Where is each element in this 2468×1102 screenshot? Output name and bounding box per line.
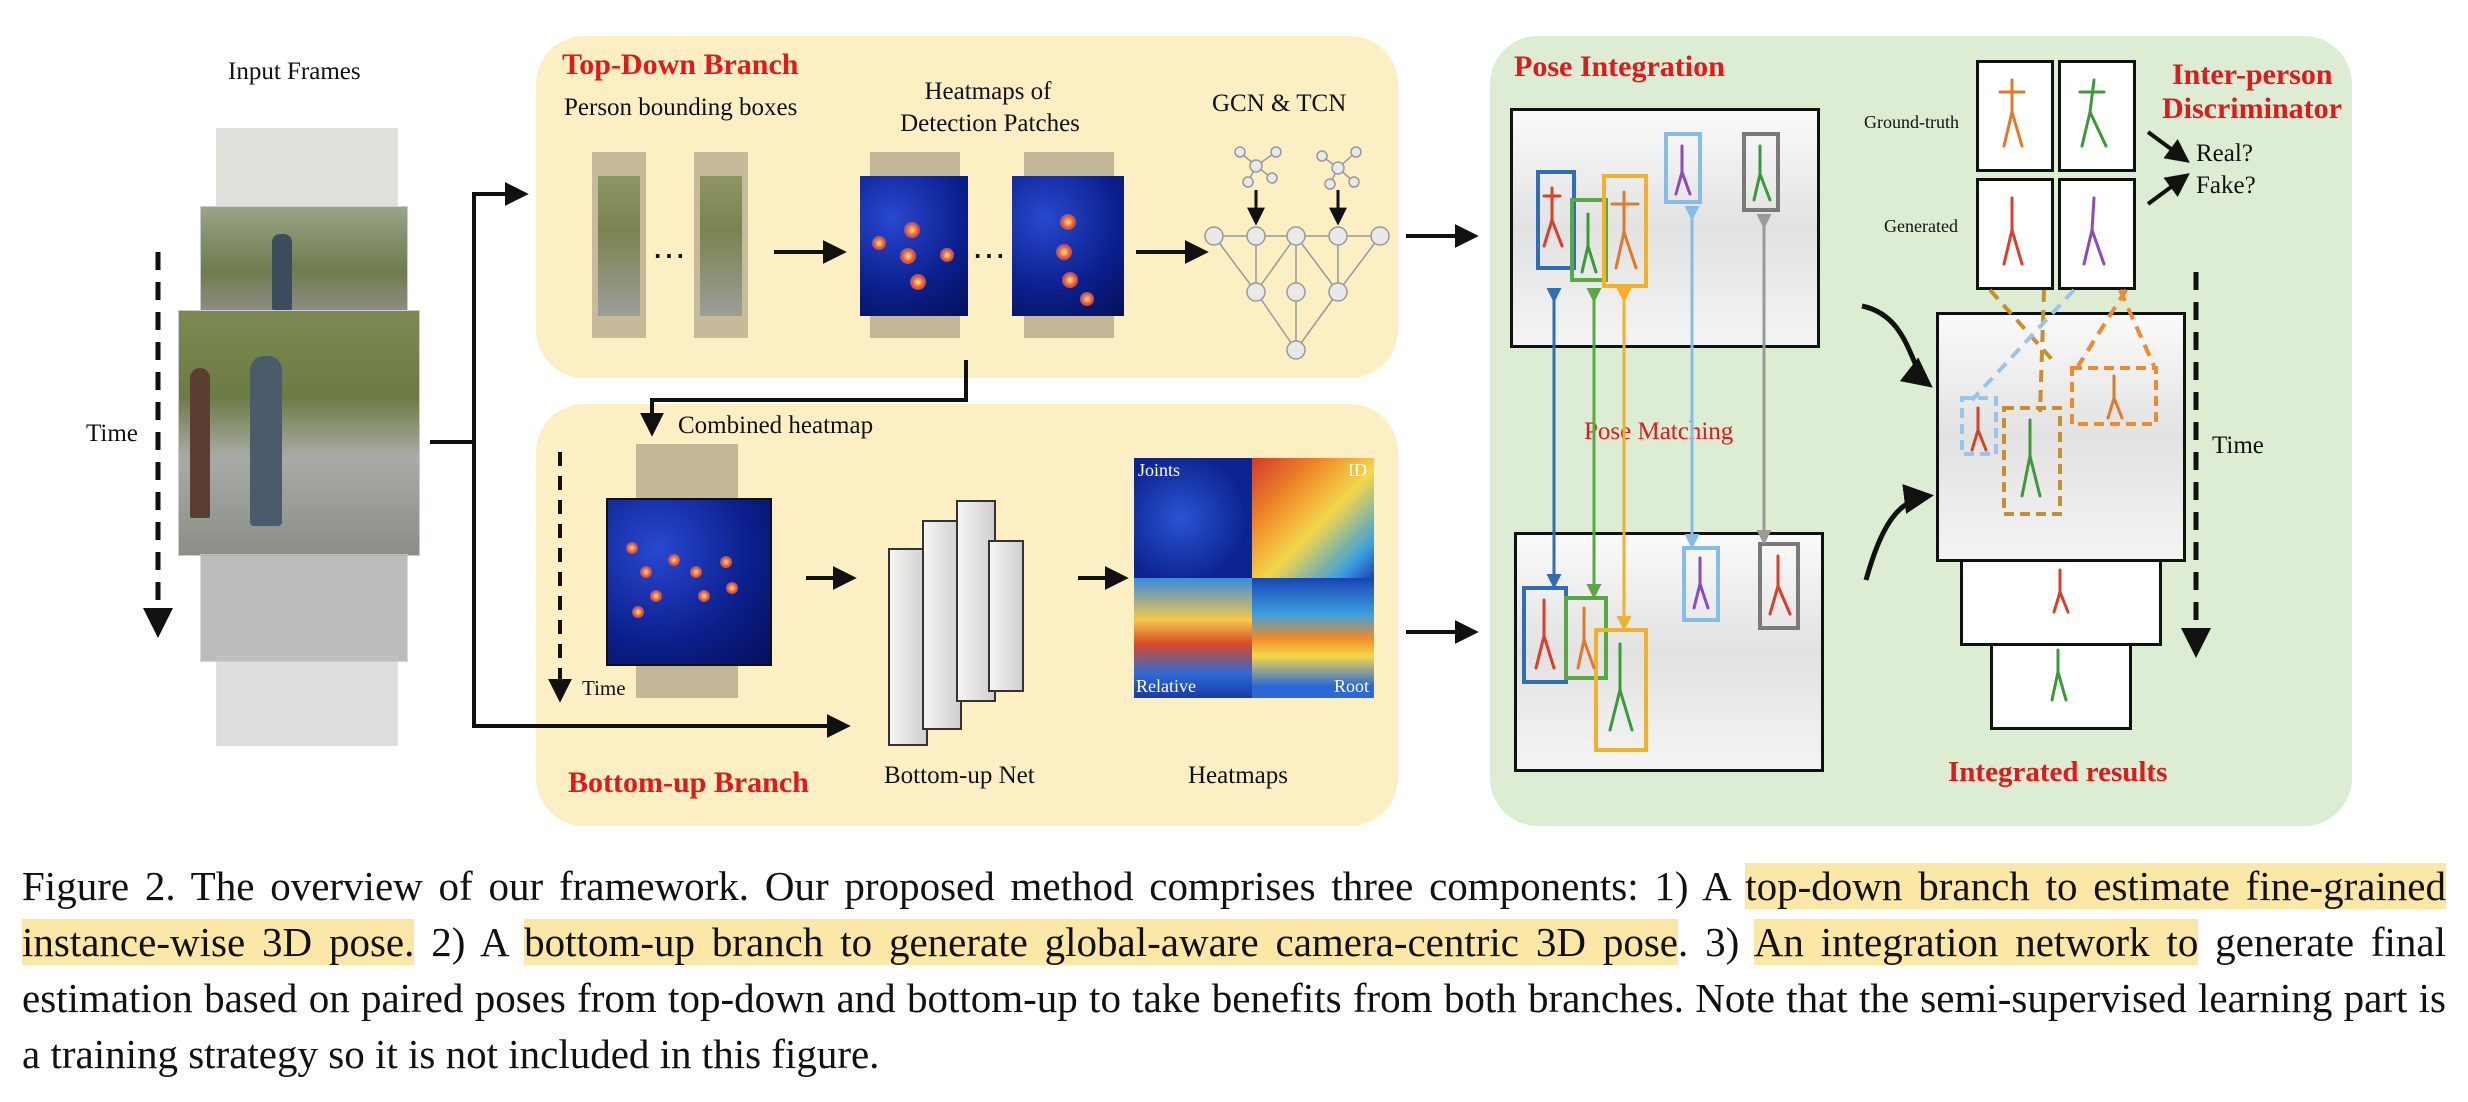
- person-figure: [190, 368, 210, 518]
- heatmap-joints: [1134, 458, 1252, 578]
- input-frame-5: [216, 656, 398, 746]
- heat-dot: [626, 542, 638, 554]
- real-label: Real?: [2196, 140, 2253, 167]
- integrate-arrow: [1863, 484, 1934, 581]
- net-block: [988, 540, 1024, 692]
- bbox-label: Person bounding boxes: [564, 94, 798, 121]
- bottom-up-result-scene: [1514, 532, 1824, 772]
- zoom-box-orange: [2070, 366, 2158, 426]
- heat-dot: [668, 554, 680, 566]
- heat-dot: [1080, 292, 1094, 306]
- discriminator-title: Inter-person: [2172, 58, 2333, 91]
- real-arrow: [2146, 130, 2190, 163]
- heatmaps-label: Detection Patches: [870, 110, 1110, 138]
- zoom-box-lightblue: [1960, 396, 1998, 456]
- td-box-orange: [1602, 174, 1648, 288]
- heat-dot: [940, 248, 954, 262]
- bu-box-lightblue: [1682, 546, 1720, 622]
- person-figure: [272, 234, 292, 310]
- heatmap-relative: [1134, 578, 1252, 698]
- zoom-line: [1970, 288, 2076, 402]
- generated-pose-frame: [2058, 178, 2136, 290]
- gt-pose-frame: [1976, 60, 2054, 172]
- generated-pose-frame: [1976, 178, 2054, 290]
- heat-dot: [650, 590, 662, 602]
- fake-label: Fake?: [2196, 172, 2256, 199]
- heatmap-label-joints: Joints: [1138, 460, 1181, 480]
- caption-text: Figure 2. The overview of our framework.…: [22, 863, 1746, 909]
- heatmap-label-root: Root: [1334, 676, 1370, 696]
- time-label-left: Time: [86, 420, 138, 447]
- heatmap-label-relative: Relative: [1136, 676, 1196, 696]
- heat-dot: [900, 248, 916, 264]
- heat-dot: [1056, 244, 1072, 260]
- caption-highlight: bottom-up branch to generate global-awar…: [524, 919, 1678, 965]
- gt-pose-frame: [2058, 60, 2136, 172]
- heat-dot: [1062, 272, 1078, 288]
- ellipsis: ⋯: [652, 238, 686, 275]
- input-frames-label: Input Frames: [228, 58, 361, 85]
- figure: Input Frames Time Time Top-Down Branch P…: [86, 36, 2352, 826]
- bu-box-green: [1564, 596, 1608, 680]
- heat-dot: [640, 566, 652, 578]
- zoom-line: [2118, 289, 2156, 367]
- combined-heatmap: [606, 498, 772, 666]
- person-figure: [250, 356, 282, 526]
- time-label-right: Time: [2212, 432, 2264, 459]
- pose-matching-label: Pose Matching: [1584, 418, 1734, 445]
- fake-arrow: [2146, 173, 2190, 206]
- heat-dot: [910, 274, 926, 290]
- ellipsis: ⋯: [972, 238, 1006, 275]
- zoom-line: [2076, 288, 2128, 368]
- caption-highlight: An integration network to: [1753, 919, 2199, 965]
- heat-dot: [720, 556, 732, 568]
- top-down-title: Top-Down Branch: [562, 48, 799, 81]
- gcn-graph: [1204, 146, 1390, 360]
- caption-text: . 3): [1677, 919, 1754, 965]
- caption-text: generate final estimation based on paire…: [22, 919, 2446, 1077]
- heatmap-root: [1252, 578, 1374, 698]
- td-box-blue: [1536, 170, 1576, 270]
- heatmaps-label-line1: Heatmaps of: [924, 78, 1052, 105]
- heatmap-label-id: ID: [1348, 460, 1367, 480]
- input-split-arrow: [472, 442, 851, 738]
- discriminator-title: Discriminator: [2162, 92, 2342, 125]
- detection-patch: [700, 176, 742, 316]
- detection-patch: [598, 176, 640, 316]
- bottom-up-net-label: Bottom-up Net: [884, 762, 1035, 789]
- td-box-gray: [1742, 132, 1780, 212]
- skeleton-poses: [1534, 78, 2124, 732]
- heat-dot: [726, 582, 738, 594]
- heatmaps-label: Heatmaps of: [888, 78, 1088, 106]
- zoom-line: [1988, 288, 2058, 366]
- heat-dot: [872, 236, 886, 250]
- heat-dot: [1060, 214, 1076, 230]
- generated-label: Generated: [1884, 216, 1958, 236]
- figure-overlay: [143, 78, 2211, 752]
- integrate-arrow: [1861, 303, 1933, 388]
- heat-dot: [698, 590, 710, 602]
- pose-integration-title: Pose Integration: [1514, 50, 1725, 83]
- ground-truth-label: Ground-truth: [1864, 112, 1959, 132]
- heat-dot: [904, 222, 920, 238]
- combined-arrow: [640, 360, 968, 437]
- input-frame-1: [216, 128, 398, 220]
- figure-caption: Figure 2. The overview of our framework.…: [22, 858, 2447, 1082]
- bottom-up-title: Bottom-up Branch: [568, 766, 809, 799]
- combined-heatmap-label: Combined heatmap: [678, 412, 874, 439]
- heat-dot: [690, 566, 702, 578]
- time-label-small: Time: [582, 676, 626, 700]
- heatmaps-label-bottom: Heatmaps: [1188, 762, 1288, 789]
- heat-dot: [632, 606, 644, 618]
- heatmap-id: [1252, 458, 1374, 578]
- td-box-lightblue: [1664, 132, 1702, 204]
- caption-text: 2) A: [414, 919, 525, 965]
- input-split-arrow: [430, 182, 529, 444]
- integrated-results-label: Integrated results: [1948, 756, 2168, 788]
- bu-box-gray: [1758, 542, 1800, 630]
- heatmaps-label-line2: Detection Patches: [900, 110, 1080, 137]
- gcn-tcn-label: GCN & TCN: [1212, 90, 1347, 117]
- zoom-line: [2038, 289, 2046, 413]
